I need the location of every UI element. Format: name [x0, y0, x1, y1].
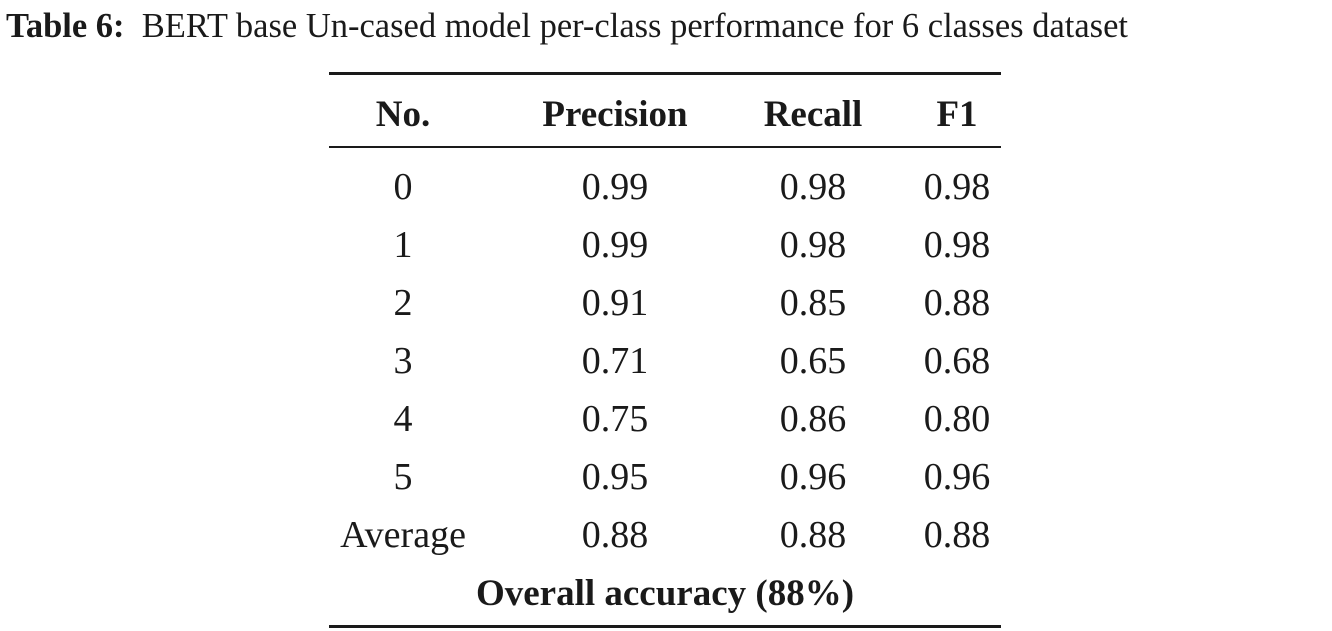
- header-recall: Recall: [763, 94, 863, 135]
- row-label: 2: [393, 282, 413, 324]
- f1-cell: 0.98: [923, 166, 991, 208]
- f1-cell: 0.96: [923, 456, 991, 498]
- bottom-rule: [329, 625, 1001, 628]
- precision-cell: 0.91: [581, 282, 649, 324]
- precision-cell: 0.95: [581, 456, 649, 498]
- row-label: 1: [393, 224, 413, 266]
- header-f1: F1: [936, 94, 978, 135]
- table-caption: Table 6: BERT base Un-cased model per-cl…: [6, 4, 1128, 48]
- precision-cell: 0.71: [581, 340, 649, 382]
- overall-accuracy: Overall accuracy (88%): [475, 573, 855, 614]
- header-precision: Precision: [542, 94, 688, 135]
- f1-cell: 0.88: [923, 282, 991, 324]
- header-rule: [329, 146, 1001, 148]
- row-label: 3: [393, 340, 413, 382]
- recall-cell: 0.96: [779, 456, 847, 498]
- recall-cell: 0.86: [779, 398, 847, 440]
- f1-cell: 0.98: [923, 224, 991, 266]
- header-no: No.: [375, 94, 431, 135]
- precision-cell: 0.75: [581, 398, 649, 440]
- top-rule: [329, 72, 1001, 75]
- row-label: 4: [393, 398, 413, 440]
- recall-cell: 0.88: [779, 514, 847, 556]
- f1-cell: 0.80: [923, 398, 991, 440]
- f1-cell: 0.68: [923, 340, 991, 382]
- caption-label: Table 6:: [6, 7, 125, 45]
- recall-cell: 0.98: [779, 166, 847, 208]
- caption-text: BERT base Un-cased model per-class perfo…: [141, 7, 1128, 45]
- f1-cell: 0.88: [923, 514, 991, 556]
- row-label: 5: [393, 456, 413, 498]
- row-label: 0: [393, 166, 413, 208]
- row-label: Average: [340, 514, 466, 556]
- precision-cell: 0.99: [581, 166, 649, 208]
- recall-cell: 0.65: [779, 340, 847, 382]
- recall-cell: 0.98: [779, 224, 847, 266]
- recall-cell: 0.85: [779, 282, 847, 324]
- precision-cell: 0.88: [581, 514, 649, 556]
- precision-cell: 0.99: [581, 224, 649, 266]
